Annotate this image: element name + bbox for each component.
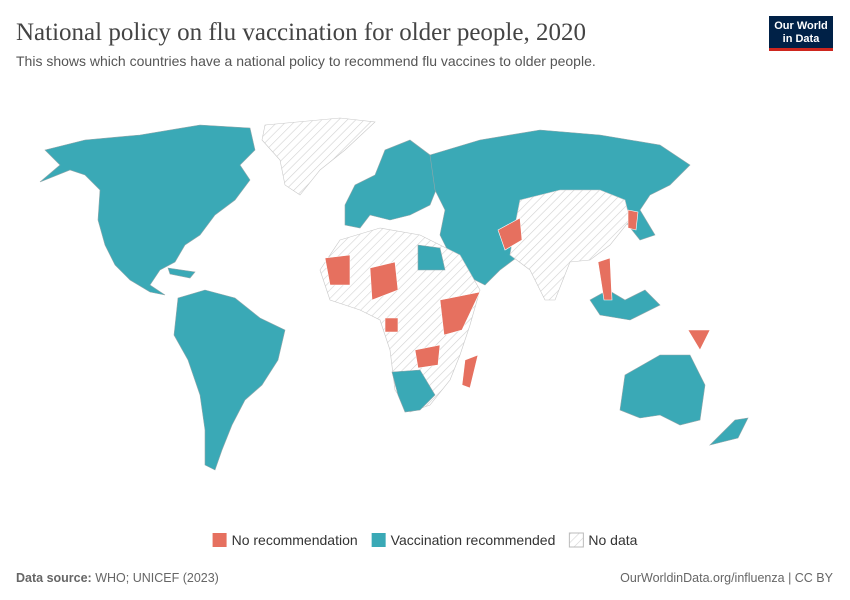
map <box>39 117 749 471</box>
australia <box>619 354 706 426</box>
title: National policy on flu vaccination for o… <box>16 19 586 46</box>
new-zealand <box>709 417 749 446</box>
egypt <box>417 244 446 271</box>
greenland <box>261 117 376 196</box>
legend-label: Vaccination recommended <box>391 532 556 548</box>
legend-label: No data <box>588 532 637 548</box>
legend-label: No recommendation <box>232 532 358 548</box>
sahel <box>324 254 481 389</box>
source-label: Data source: <box>16 571 92 585</box>
legend-swatch <box>568 532 584 548</box>
southern-africa <box>391 369 436 413</box>
africa <box>319 227 481 413</box>
europe <box>344 139 441 229</box>
source-text: WHO; UNICEF (2023) <box>95 571 219 585</box>
logo[interactable]: Our World in Data <box>769 16 833 51</box>
subtitle: This shows which countries have a nation… <box>16 53 596 69</box>
asia-red <box>497 209 711 351</box>
legend-swatch <box>371 533 386 547</box>
source: Data source: WHO; UNICEF (2023) <box>16 571 219 585</box>
north-america <box>39 124 256 296</box>
logo-text: in Data <box>783 33 821 45</box>
logo-text: Our World <box>774 20 828 32</box>
caribbean <box>167 267 196 279</box>
legend: No recommendation Vaccination recommended… <box>212 532 638 548</box>
china-india <box>509 189 631 301</box>
legend-swatch <box>212 533 227 547</box>
south-america <box>173 289 286 471</box>
source-url[interactable]: OurWorldinData.org/influenza | CC BY <box>620 571 833 585</box>
southeast-asia <box>589 289 661 321</box>
